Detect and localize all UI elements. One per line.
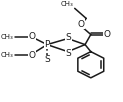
Text: O: O (77, 20, 85, 29)
Text: O: O (28, 51, 35, 60)
Text: O: O (104, 30, 111, 39)
Text: S: S (44, 55, 50, 64)
Text: CH₃: CH₃ (1, 34, 14, 40)
Text: S: S (65, 33, 71, 42)
Text: CH₃: CH₃ (61, 1, 74, 7)
Text: CH₃: CH₃ (1, 52, 14, 58)
Text: P: P (44, 40, 50, 49)
Text: S: S (65, 49, 71, 58)
Text: O: O (28, 32, 35, 40)
